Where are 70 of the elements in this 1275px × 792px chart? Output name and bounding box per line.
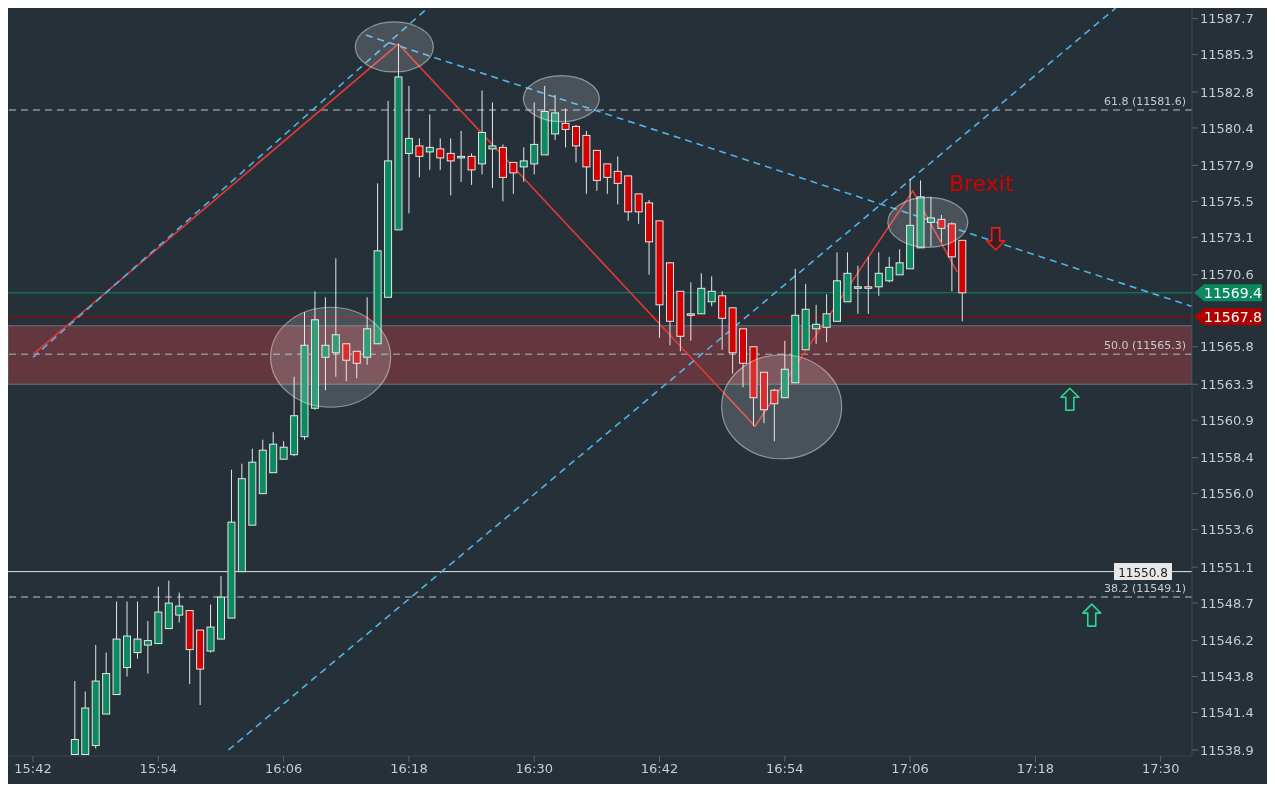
ref-line-label: 50.0 (11565.3) xyxy=(1103,339,1186,353)
x-tick-label: 16:54 xyxy=(766,761,804,777)
candlestick xyxy=(718,290,727,351)
candlestick xyxy=(415,137,424,178)
y-tick-label: 11570.6 xyxy=(1200,267,1254,283)
ref-line-label: 11569.4 xyxy=(1204,284,1263,301)
y-tick-label: 11546.2 xyxy=(1200,633,1254,649)
y-tick-label: 11565.8 xyxy=(1200,339,1254,355)
candlestick xyxy=(937,214,946,243)
candlestick xyxy=(436,137,445,171)
y-tick-label: 11548.7 xyxy=(1200,595,1254,611)
y-tick-label: 11558.4 xyxy=(1200,450,1254,466)
candlestick xyxy=(133,601,142,660)
ref-line-label: 61.8 (11581.6) xyxy=(1103,94,1186,108)
candlestick xyxy=(885,256,894,283)
y-tick-label: 11580.4 xyxy=(1200,120,1254,136)
candlestick xyxy=(509,161,518,195)
y-tick-label: 11538.9 xyxy=(1200,742,1254,758)
x-tick-label: 15:42 xyxy=(14,761,52,777)
y-tick-label: 11585.3 xyxy=(1200,47,1254,63)
x-tick-label: 17:06 xyxy=(891,761,929,777)
candlestick xyxy=(488,101,497,189)
x-tick-label: 17:18 xyxy=(1016,761,1055,777)
x-tick-label: 16:30 xyxy=(515,761,553,777)
y-tick-label: 11577.9 xyxy=(1200,158,1254,174)
y-tick-label: 11560.9 xyxy=(1200,412,1254,428)
candlestick xyxy=(206,604,215,654)
candlestick xyxy=(530,101,539,175)
x-tick-label: 16:42 xyxy=(640,761,679,777)
y-tick-label: 11553.6 xyxy=(1200,522,1254,538)
ref-line-label: 38.2 (11549.1) xyxy=(1103,582,1186,596)
y-tick-label: 11563.3 xyxy=(1200,376,1254,392)
y-tick-label: 11556.0 xyxy=(1200,486,1254,502)
annotation: Brexit xyxy=(948,171,1014,197)
candlestick xyxy=(425,113,434,171)
y-tick-label: 11575.5 xyxy=(1200,193,1254,209)
y-tick-label: 11541.4 xyxy=(1200,705,1254,721)
candlestick xyxy=(175,592,184,624)
y-tick-label: 11573.1 xyxy=(1200,229,1254,245)
candlestick xyxy=(551,94,560,141)
x-tick-label: 17:30 xyxy=(1141,761,1180,777)
candlestick xyxy=(572,124,581,163)
y-tick-label: 11551.1 xyxy=(1200,559,1254,575)
candlestick xyxy=(634,193,643,225)
y-tick-label: 11582.8 xyxy=(1200,84,1254,100)
candlestick xyxy=(352,350,361,379)
x-tick-label: 16:18 xyxy=(390,761,428,777)
candlestick xyxy=(770,388,779,442)
candlestick xyxy=(864,256,873,315)
candlestick xyxy=(342,343,351,382)
candlestick xyxy=(404,85,413,214)
candlestick xyxy=(321,296,330,391)
x-tick-label: 15:54 xyxy=(139,761,178,777)
candlestick xyxy=(603,163,612,195)
candlestick xyxy=(446,137,455,196)
candlestick xyxy=(613,155,622,205)
candlestick xyxy=(457,130,466,183)
candlestick xyxy=(926,196,935,247)
y-tick-label: 11587.7 xyxy=(1200,11,1254,27)
candlestick xyxy=(143,620,152,675)
candlestick xyxy=(467,152,476,186)
y-tick-label: 11543.8 xyxy=(1200,669,1254,685)
ref-line-label: 11550.8 xyxy=(1118,565,1168,580)
candlestick xyxy=(519,146,528,183)
candlestick xyxy=(812,304,821,345)
candlestick xyxy=(561,107,570,148)
candlestick xyxy=(70,680,79,755)
x-tick-label: 16:06 xyxy=(264,761,303,777)
candlestick xyxy=(895,248,904,276)
ref-line-label: 11567.8 xyxy=(1204,308,1262,325)
